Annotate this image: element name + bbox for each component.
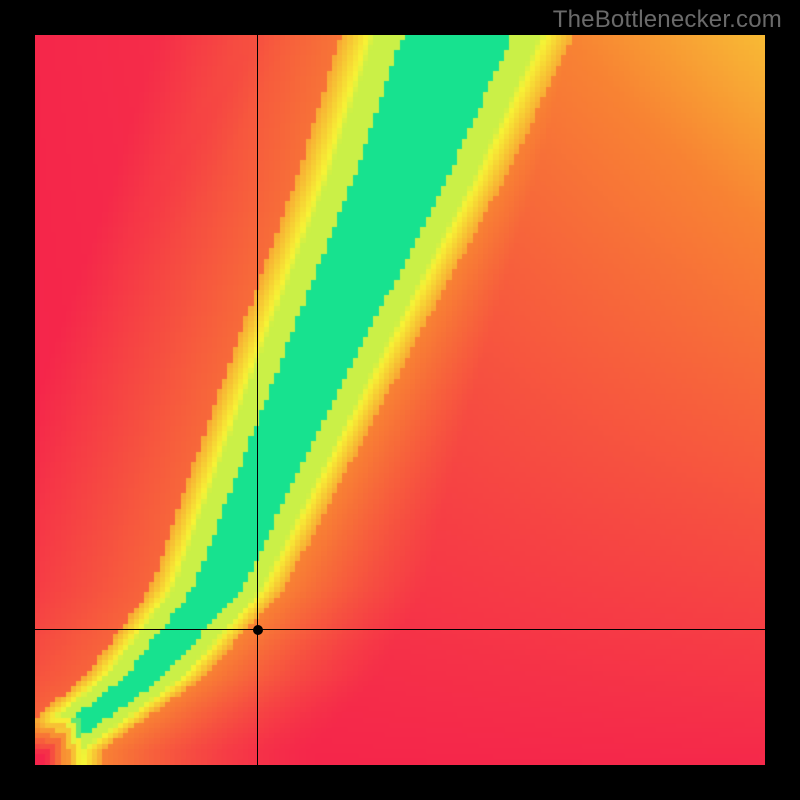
watermark-text: TheBottlenecker.com [553, 6, 782, 34]
heatmap-plot [35, 35, 765, 765]
crosshair-vertical [257, 35, 258, 765]
crosshair-horizontal [35, 629, 765, 630]
heatmap-canvas [35, 35, 765, 765]
chart-container: TheBottlenecker.com [0, 0, 800, 800]
crosshair-point [253, 625, 263, 635]
